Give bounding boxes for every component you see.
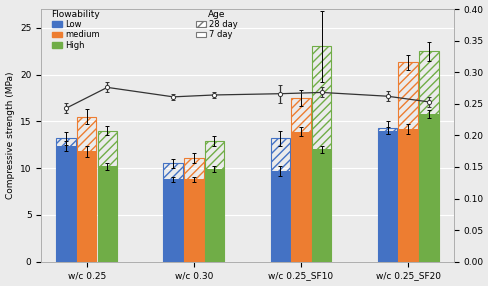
Bar xyxy=(311,149,331,262)
Bar xyxy=(77,151,96,262)
Bar xyxy=(270,171,290,262)
Bar xyxy=(97,166,117,262)
Bar xyxy=(163,164,183,262)
Bar xyxy=(311,47,331,262)
Y-axis label: Compressive strength (MPa): Compressive strength (MPa) xyxy=(5,72,15,199)
Bar xyxy=(204,169,224,262)
Bar xyxy=(377,131,397,262)
Bar xyxy=(204,141,224,262)
Bar xyxy=(418,114,438,262)
Bar xyxy=(291,98,310,262)
Bar xyxy=(183,179,203,262)
Bar xyxy=(418,51,438,262)
Legend: 28 day, 7 day: 28 day, 7 day xyxy=(194,8,239,41)
Bar xyxy=(398,129,417,262)
Bar xyxy=(163,179,183,262)
Bar xyxy=(377,128,397,262)
Bar xyxy=(97,131,117,262)
Bar xyxy=(77,117,96,262)
Bar xyxy=(56,146,76,262)
Bar xyxy=(398,62,417,262)
Bar xyxy=(183,158,203,262)
Bar xyxy=(270,138,290,262)
Bar xyxy=(56,138,76,262)
Bar xyxy=(291,132,310,262)
